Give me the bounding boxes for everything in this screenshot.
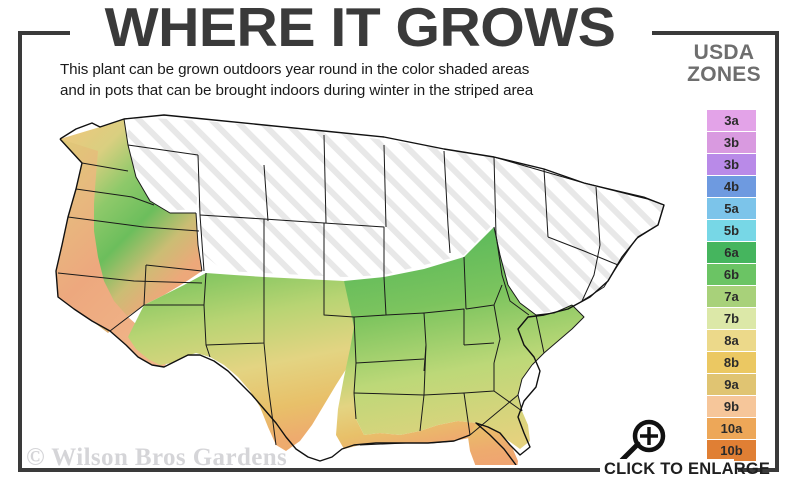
legend-swatch-8b-11: 8b [707, 352, 756, 374]
legend-swatch-6a-6: 6a [707, 242, 756, 264]
legend-swatch-label: 10a [720, 421, 743, 436]
legend-swatch-label: 9b [723, 399, 740, 414]
subtitle: This plant can be grown outdoors year ro… [60, 59, 630, 101]
map-striped-region [124, 117, 664, 315]
legend-swatch-3b-1: 3b [707, 132, 756, 154]
frame-border-left [18, 31, 22, 472]
watermark-copyright: © Wilson Bros Gardens [26, 444, 288, 471]
legend-swatch-8a-10: 8a [707, 330, 756, 352]
frame-border-top-left [18, 31, 70, 35]
legend-swatch-3a-0: 3a [707, 110, 756, 132]
legend-swatch-label: 6a [724, 245, 739, 260]
click-to-enlarge-label[interactable]: CLICK TO ENLARGE [604, 459, 771, 479]
legend-swatch-label: 6b [723, 267, 740, 282]
frame-border-top-right [652, 31, 779, 35]
legend-swatch-9b-13: 9b [707, 396, 756, 418]
legend-heading-line-2: ZONES [687, 63, 761, 86]
frame-border-bottom-right [738, 468, 779, 472]
map-national-outline [55, 114, 665, 465]
frame-border-bottom-left [18, 468, 600, 472]
legend-swatch-label: 10b [720, 443, 743, 458]
legend-swatch-label: 5a [724, 201, 739, 216]
map-colored-regions [56, 119, 584, 465]
map-state-borders [57, 118, 665, 446]
legend-swatch-label: 9a [724, 377, 739, 392]
legend-swatch-label: 8b [723, 355, 740, 370]
legend-swatch-10b-15: 10b [707, 440, 756, 462]
legend-swatch-5b-5: 5b [707, 220, 756, 242]
usda-zone-map[interactable] [24, 105, 696, 465]
legend-swatch-4b-3: 4b [707, 176, 756, 198]
legend-swatch-9a-12: 9a [707, 374, 756, 396]
legend-swatch-10a-14: 10a [707, 418, 756, 440]
frame-border-right [775, 31, 779, 472]
legend-swatch-label: 7b [723, 311, 740, 326]
usda-zone-legend: 3a 3b 3b 4b 5a 5b 6a 6b 7a 7b 8a 8b 9a 9b 10a 10b [707, 110, 756, 462]
subtitle-line-2: and in pots that can be brought indoors … [60, 82, 534, 99]
legend-swatch-label: 8a [724, 333, 739, 348]
legend-heading-line-1: USDA [693, 41, 755, 64]
map-container[interactable] [24, 105, 696, 465]
legend-swatch-label: 5b [723, 223, 740, 238]
legend-swatch-7b-9: 7b [707, 308, 756, 330]
legend-swatch-label: 4b [723, 179, 740, 194]
legend-swatch-label: 7a [724, 289, 739, 304]
legend-swatch-5a-4: 5a [707, 198, 756, 220]
legend-swatch-3b-2: 3b [707, 154, 756, 176]
legend-swatch-label: 3a [724, 113, 739, 128]
subtitle-line-1: This plant can be grown outdoors year ro… [60, 61, 530, 78]
page-title: WHERE IT GROWS [104, 0, 616, 58]
legend-swatch-label: 3b [723, 157, 740, 172]
legend-swatch-7a-8: 7a [707, 286, 756, 308]
legend-swatch-6b-7: 6b [707, 264, 756, 286]
legend-heading: USDA ZONES [668, 42, 780, 86]
legend-swatch-label: 3b [723, 135, 740, 150]
magnifier-plus-icon[interactable] [616, 418, 672, 466]
